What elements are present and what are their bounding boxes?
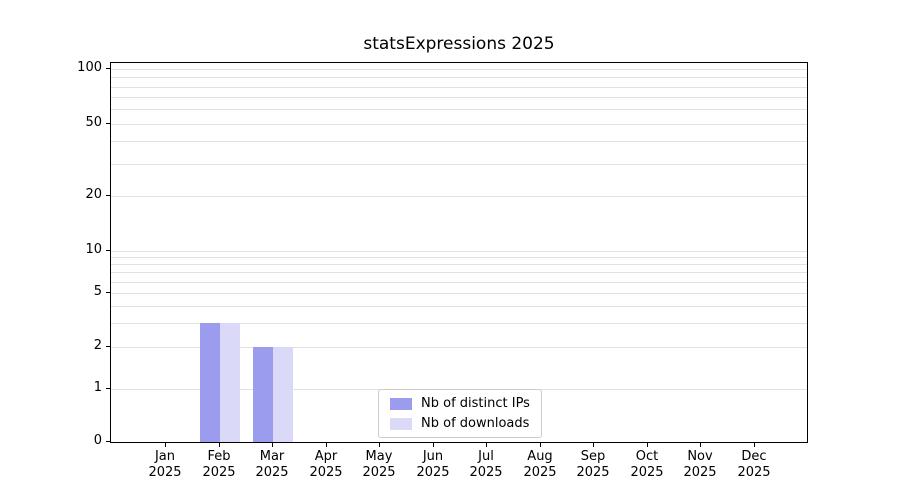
y-tick-label: 1	[93, 380, 102, 395]
y-tick-mark	[106, 123, 110, 124]
bar	[200, 323, 220, 442]
legend-item: Nb of distinct IPs	[390, 396, 530, 411]
gridline	[111, 141, 807, 142]
x-tick-label: Dec 2025	[737, 449, 771, 480]
gridline	[111, 306, 807, 307]
gridline	[111, 272, 807, 273]
x-tick-label: Oct 2025	[630, 449, 664, 480]
y-tick-mark	[106, 346, 110, 347]
gridline	[111, 257, 807, 258]
bar	[220, 323, 240, 442]
x-tick-mark	[647, 443, 648, 447]
x-tick-mark	[700, 443, 701, 447]
y-tick-mark	[106, 441, 110, 442]
x-tick-mark	[433, 443, 434, 447]
gridline	[111, 323, 807, 324]
x-tick-label: Jun 2025	[416, 449, 450, 480]
x-tick-label: Mar 2025	[255, 449, 289, 480]
gridline	[111, 69, 807, 70]
legend-swatch	[390, 417, 412, 430]
gridline	[111, 251, 807, 252]
y-tick-label: 0	[93, 433, 102, 448]
x-tick-label: May 2025	[362, 449, 396, 480]
y-tick-label: 10	[85, 242, 102, 257]
x-tick-label: Aug 2025	[523, 449, 557, 480]
y-tick-mark	[106, 292, 110, 293]
x-tick-mark	[326, 443, 327, 447]
y-tick-mark	[106, 195, 110, 196]
y-tick-mark	[106, 250, 110, 251]
x-tick-mark	[486, 443, 487, 447]
x-tick-mark	[379, 443, 380, 447]
x-tick-mark	[540, 443, 541, 447]
x-tick-label: Feb 2025	[202, 449, 236, 480]
x-tick-label: Apr 2025	[309, 449, 343, 480]
plot-area	[110, 62, 808, 443]
chart-title: statsExpressions 2025	[363, 34, 555, 54]
bar	[273, 347, 293, 442]
bar	[253, 347, 273, 442]
gridline	[111, 109, 807, 110]
y-tick-label: 20	[85, 187, 102, 202]
gridline	[111, 196, 807, 197]
x-tick-label: Jul 2025	[469, 449, 503, 480]
gridline	[111, 77, 807, 78]
y-tick-label: 100	[77, 60, 102, 75]
y-tick-mark	[106, 388, 110, 389]
x-tick-mark	[593, 443, 594, 447]
x-tick-mark	[219, 443, 220, 447]
gridline	[111, 347, 807, 348]
x-tick-mark	[165, 443, 166, 447]
y-tick-label: 2	[93, 338, 102, 353]
gridline	[111, 264, 807, 265]
legend-swatch	[390, 397, 412, 410]
x-tick-label: Jan 2025	[148, 449, 182, 480]
x-tick-label: Nov 2025	[683, 449, 717, 480]
gridline	[111, 87, 807, 88]
gridline	[111, 293, 807, 294]
legend-label: Nb of downloads	[421, 416, 530, 431]
legend: Nb of distinct IPs Nb of downloads	[378, 389, 542, 438]
y-tick-label: 5	[93, 284, 102, 299]
y-tick-label: 50	[85, 115, 102, 130]
legend-label: Nb of distinct IPs	[421, 396, 530, 411]
y-tick-mark	[106, 68, 110, 69]
legend-item: Nb of downloads	[390, 416, 530, 431]
gridline	[111, 164, 807, 165]
gridline	[111, 124, 807, 125]
gridline	[111, 97, 807, 98]
x-tick-label: Sep 2025	[576, 449, 610, 480]
x-tick-mark	[754, 443, 755, 447]
gridline	[111, 282, 807, 283]
x-tick-mark	[272, 443, 273, 447]
